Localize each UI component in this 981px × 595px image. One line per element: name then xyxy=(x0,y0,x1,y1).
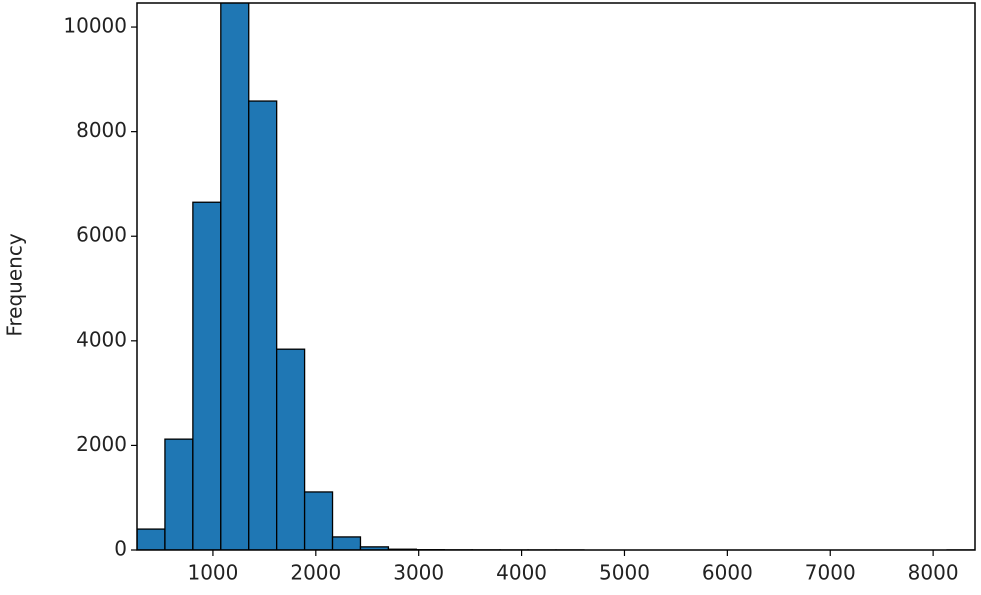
y-tick-label: 4000 xyxy=(76,327,127,351)
y-axis-label: Frequency xyxy=(3,233,27,336)
y-tick-label: 8000 xyxy=(76,118,127,142)
x-tick-label: 6000 xyxy=(702,561,753,585)
bar xyxy=(331,536,362,550)
bar xyxy=(248,100,278,550)
x-tick-label: 8000 xyxy=(908,561,959,585)
bars xyxy=(137,3,975,550)
bar xyxy=(137,528,166,550)
bar xyxy=(276,348,306,550)
plot-frame xyxy=(136,2,976,551)
x-tick-label: 5000 xyxy=(599,561,650,585)
bar xyxy=(192,201,222,550)
x-tick-label: 3000 xyxy=(393,561,444,585)
x-tick-label: 2000 xyxy=(290,561,341,585)
x-tick-label: 4000 xyxy=(496,561,547,585)
x-tick-label: 1000 xyxy=(187,561,238,585)
x-tick-label: 7000 xyxy=(805,561,856,585)
bar xyxy=(220,3,250,550)
bar xyxy=(164,438,194,550)
y-tick-label: 2000 xyxy=(76,432,127,456)
y-tick-label: 6000 xyxy=(76,223,127,247)
y-tick-label: 10000 xyxy=(63,14,127,38)
bar xyxy=(303,491,334,550)
y-tick-label: 0 xyxy=(114,537,127,561)
